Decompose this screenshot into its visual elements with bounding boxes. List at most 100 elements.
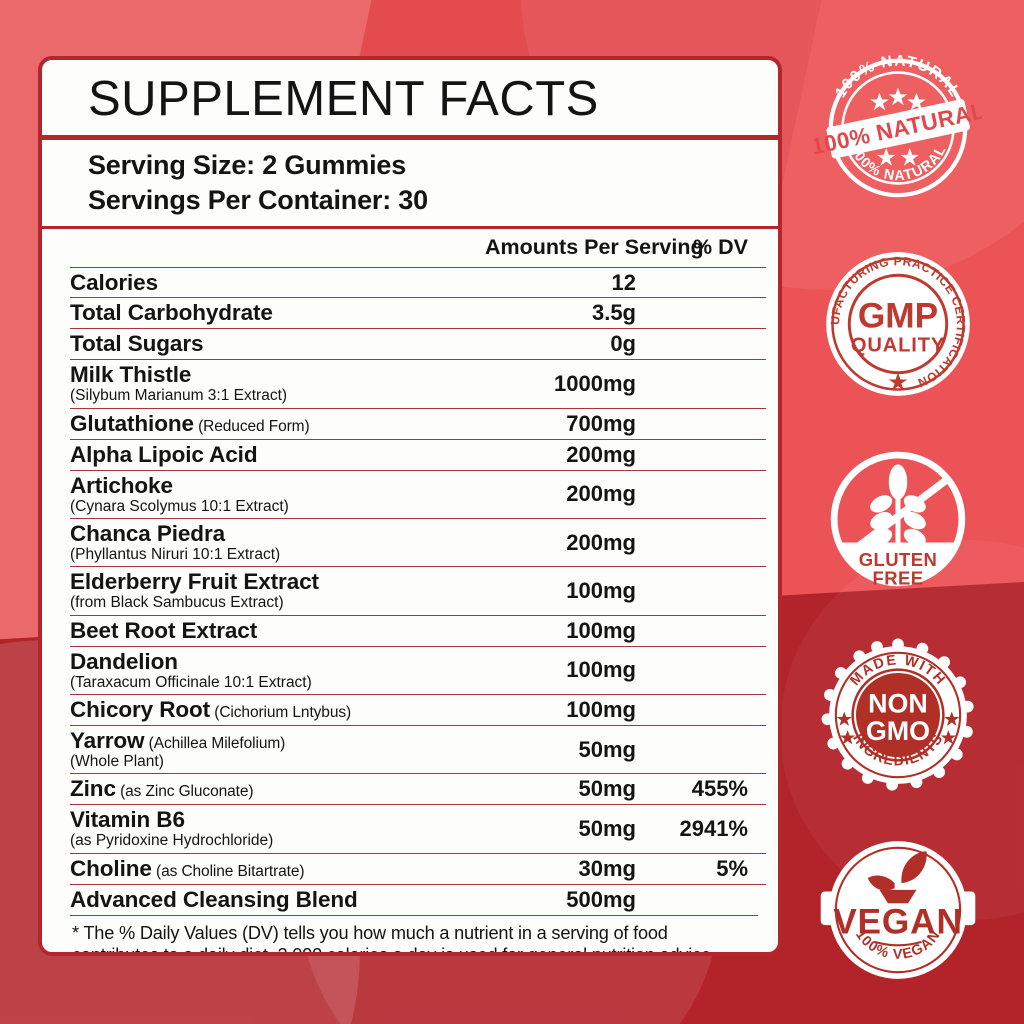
- row-name-subline: (Cynara Scolymus 10:1 Extract): [70, 497, 289, 515]
- servings-per-container: Servings Per Container: 30: [88, 184, 428, 215]
- row-amount: 12: [611, 269, 636, 295]
- row-name-cell: Total Carbohydrate: [70, 298, 485, 329]
- non-gmo-stars: [836, 711, 960, 744]
- table-row: Dandelion (Taraxacum Officinale 10:1 Extr…: [70, 646, 766, 695]
- table-row: Vitamin B6 (as Pyridoxine Hydrochloride) 5…: [70, 805, 766, 854]
- table-row: Glutathione (Reduced Form) 700mg: [70, 408, 766, 440]
- table-row: Chanca Piedra (Phyllantus Niruri 10:1 Ext…: [70, 519, 766, 567]
- row-amount: 200mg: [566, 481, 636, 507]
- page-title: SUPPLEMENT FACTS: [88, 72, 599, 126]
- gmp-line2: QUALITY: [851, 334, 945, 356]
- row-daily-value: [670, 408, 766, 439]
- row-amount: 1000mg: [554, 371, 636, 397]
- supplement-facts-panel: SUPPLEMENT FACTS Serving Size: 2 Gummies…: [38, 56, 782, 956]
- gmp-star: [888, 372, 908, 390]
- row-daily-value: [670, 470, 766, 518]
- row-daily-value: 455%: [691, 776, 748, 802]
- row-name-cell: Chanca Piedra (Phyllantus Niruri 10:1 Ext…: [70, 519, 485, 567]
- table-row: Zinc (as Zinc Gluconate) 50mg 455%: [70, 774, 766, 805]
- row-name-cell: Total Sugars: [70, 329, 485, 360]
- natural-stars-bottom: [877, 148, 919, 166]
- column-header-amount: Amounts Per Serving: [485, 228, 704, 268]
- row-name-subline: (Silybum Marianum 3:1 Extract): [70, 387, 288, 405]
- row-amount: 0g: [610, 331, 636, 357]
- row-name-cell: Artichoke (Cynara Scolymus 10:1 Extract): [70, 470, 485, 518]
- row-amount: 3.5g: [591, 300, 636, 326]
- row-name: Chanca Piedra: [70, 521, 226, 547]
- gluten-free-line1: GLUTEN: [859, 549, 937, 570]
- table-row: Artichoke (Cynara Scolymus 10:1 Extract) 2…: [70, 470, 766, 519]
- row-name: Glutathione: [70, 410, 194, 436]
- row-amount: 100mg: [566, 657, 636, 683]
- row-amount: 100mg: [566, 578, 636, 604]
- table-body: Calories 12 Total Carbohydrate 3.5g Total Su…: [70, 267, 766, 915]
- natural-badge: 100% NATURAL 100% NATURAL 100% NATURAL: [814, 44, 982, 212]
- row-daily-value: [670, 360, 766, 408]
- row-name: Yarrow: [70, 728, 145, 754]
- row-name-cell: Elderberry Fruit Extract (from Black Samb…: [70, 567, 485, 615]
- row-daily-value: [670, 519, 766, 567]
- certification-badges: 100% NATURAL 100% NATURAL 100% NATURAL: [800, 44, 996, 994]
- row-name-subline: (as Pyridoxine Hydrochloride): [70, 832, 274, 850]
- row-name-note: (as Zinc Gluconate): [115, 783, 254, 801]
- row-name: Total Sugars: [70, 331, 204, 357]
- row-daily-value: [670, 646, 766, 694]
- serving-divider: [42, 225, 778, 229]
- vegan-badge: VEGAN 100% VEGAN: [814, 826, 982, 994]
- row-name-note: (Reduced Form): [193, 417, 310, 435]
- row-name: Calories: [70, 269, 158, 295]
- row-daily-value: [670, 615, 766, 646]
- row-name: Alpha Lipoic Acid: [70, 441, 258, 467]
- row-name: Elderberry Fruit Extract: [70, 569, 319, 595]
- vegan-line1: VEGAN: [833, 903, 963, 942]
- title-divider: [42, 135, 778, 141]
- row-name-cell: Calories: [70, 267, 485, 298]
- row-name-subline: (from Black Sambucus Extract): [70, 594, 284, 612]
- table-row: Beet Root Extract 100mg: [70, 615, 766, 647]
- row-amount: 100mg: [566, 617, 636, 643]
- row-name-cell: Yarrow (Achillea Milefolium) (Whole Plant…: [70, 726, 485, 774]
- serving-size: Serving Size: 2 Gummies: [88, 150, 407, 181]
- row-name-cell: Alpha Lipoic Acid: [70, 439, 485, 470]
- row-amount: 50mg: [578, 736, 636, 762]
- row-amount: 50mg: [578, 776, 636, 802]
- row-name: Zinc: [70, 776, 116, 802]
- vegan-underline: [874, 940, 922, 947]
- natural-banner: 100% NATURAL: [814, 97, 982, 159]
- column-header-dv: % DV: [670, 228, 766, 268]
- row-daily-value: [670, 267, 766, 298]
- row-name: Dandelion: [70, 648, 178, 674]
- row-name-cell: Chicory Root (Cichorium Lntybus): [70, 695, 485, 726]
- nutrition-table-wrap: Amounts Per Serving % DV Calories 12 Total…: [42, 228, 778, 915]
- table-row: Chicory Root (Cichorium Lntybus) 100mg: [70, 695, 766, 726]
- non-gmo-line1: NON: [868, 688, 928, 718]
- row-name-cell: Glutathione (Reduced Form): [70, 408, 485, 439]
- row-name: Beet Root Extract: [70, 617, 258, 643]
- row-daily-value: [670, 298, 766, 329]
- row-name: Vitamin B6: [70, 807, 185, 833]
- non-gmo-line2: GMO: [866, 716, 930, 746]
- table-row: Choline (as Choline Bitartrate) 30mg 5%: [70, 853, 766, 885]
- row-daily-value: [670, 695, 766, 726]
- row-daily-value: [670, 567, 766, 615]
- row-name-note: (as Choline Bitartrate): [151, 862, 305, 880]
- scallop-teeth: [821, 638, 974, 791]
- table-row: Total Sugars 0g: [70, 329, 766, 360]
- table-row: Milk Thistle (Silybum Marianum 3:1 Extrac…: [70, 360, 766, 409]
- natural-stars-top: [870, 87, 926, 111]
- row-name: Total Carbohydrate: [70, 300, 273, 326]
- table-row: Advanced Cleansing Blend 500mg: [70, 884, 766, 914]
- natural-banner-text: 100% NATURAL: [814, 97, 982, 159]
- gluten-free-line2: FREE: [873, 568, 924, 589]
- slash-icon: [847, 477, 949, 556]
- row-name-cell: Beet Root Extract: [70, 615, 485, 646]
- table-head: Amounts Per Serving % DV: [70, 228, 766, 268]
- row-name-subline: (Whole Plant): [70, 753, 164, 771]
- row-amount: 50mg: [578, 816, 636, 842]
- row-name: Chicory Root: [70, 697, 211, 723]
- row-name-cell: Dandelion (Taraxacum Officinale 10:1 Extr…: [70, 646, 485, 694]
- row-name-note: (Cichorium Lntybus): [210, 704, 352, 722]
- row-amount: 200mg: [566, 529, 636, 555]
- row-name-cell: Zinc (as Zinc Gluconate): [70, 774, 485, 805]
- table-row: Alpha Lipoic Acid 200mg: [70, 439, 766, 471]
